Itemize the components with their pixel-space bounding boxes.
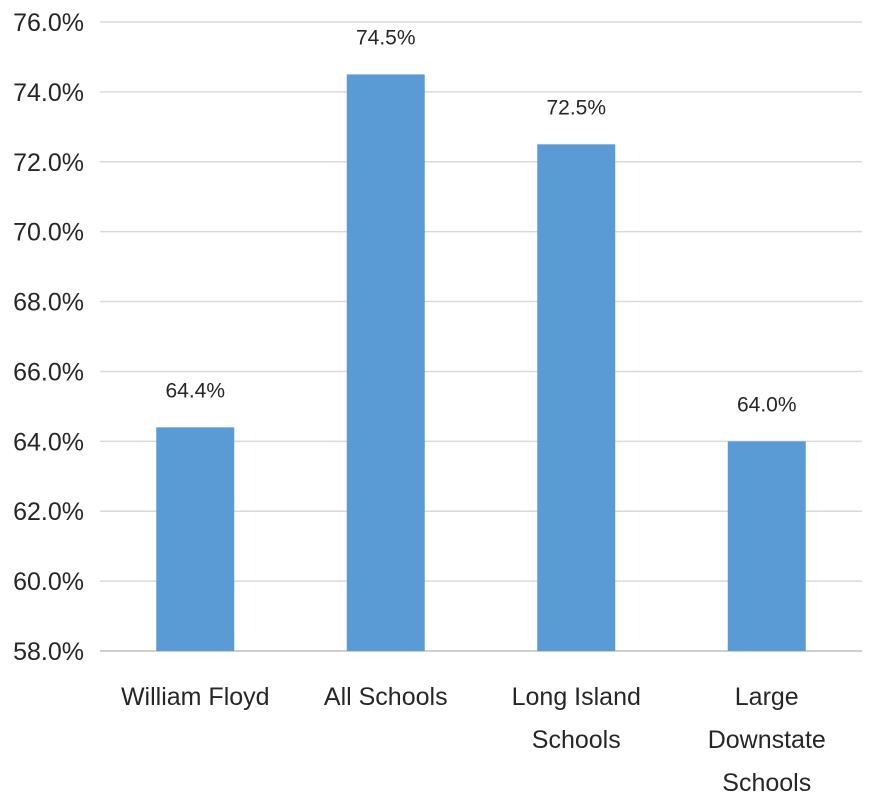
x-category-label-line: Schools — [722, 769, 811, 797]
y-tick-label: 76.0% — [13, 9, 84, 37]
x-category-label: William Floyd — [121, 683, 270, 711]
data-label: 74.5% — [356, 26, 416, 49]
bars — [156, 74, 806, 652]
x-category-label-line: Large — [735, 683, 799, 711]
data-label: 72.5% — [546, 96, 606, 119]
y-tick-label: 60.0% — [13, 568, 84, 596]
y-tick-label: 58.0% — [13, 638, 84, 666]
x-category-label-line: Long Island — [512, 683, 641, 711]
x-category-label-line: Downstate — [708, 726, 826, 754]
y-tick-label: 66.0% — [13, 358, 84, 386]
x-category-label-line: William Floyd — [121, 683, 270, 711]
bar — [537, 144, 616, 652]
data-label: 64.0% — [737, 393, 797, 416]
x-axis-category-labels: William Floyd All Schools Long Island Schoo… — [121, 683, 826, 797]
y-tick-label: 68.0% — [13, 289, 84, 317]
y-tick-label: 64.0% — [13, 428, 84, 456]
y-tick-label: 72.0% — [13, 149, 84, 177]
x-category-label-line: Schools — [532, 726, 621, 754]
x-category-label: Large Downstate Schools — [708, 683, 826, 797]
x-category-label: All Schools — [324, 683, 448, 711]
y-tick-label: 70.0% — [13, 219, 84, 247]
x-category-label: Long Island Schools — [512, 683, 641, 754]
bar — [156, 427, 235, 651]
y-tick-label: 62.0% — [13, 498, 84, 526]
data-label: 64.4% — [165, 379, 225, 402]
bar — [727, 441, 806, 651]
bar — [346, 74, 425, 651]
x-category-label-line: All Schools — [324, 683, 448, 711]
data-labels: 64.4% 74.5% 72.5% 64.0% — [165, 26, 796, 416]
y-axis-tick-labels: 58.0% 60.0% 62.0% 64.0% 66.0% 68.0% 70.0% 72.0%… — [13, 9, 84, 666]
y-tick-label: 74.0% — [13, 79, 84, 107]
